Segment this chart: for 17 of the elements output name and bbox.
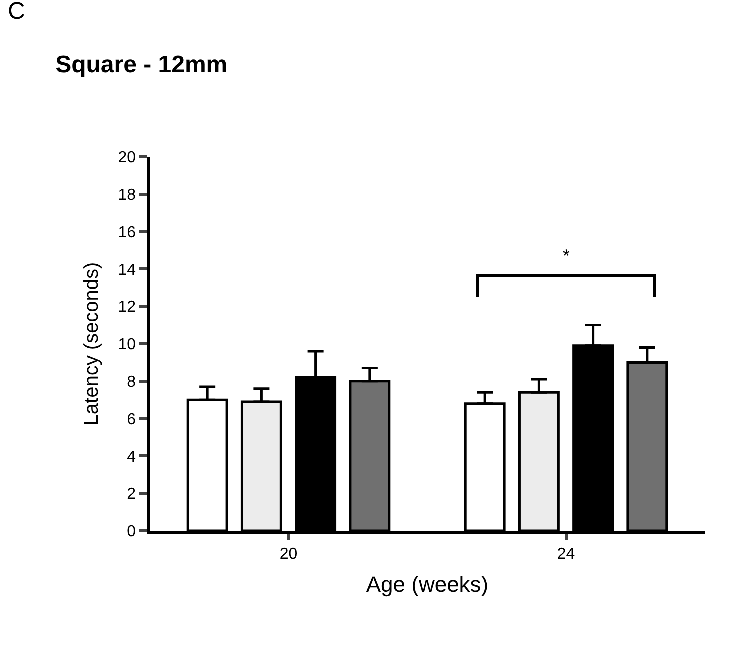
chart-title: Square - 12mm xyxy=(56,52,228,79)
y-tick-label: 16 xyxy=(118,224,136,242)
y-tick-label: 2 xyxy=(127,486,136,504)
y-tick-label: 20 xyxy=(118,150,136,167)
y-tick-label: 18 xyxy=(118,187,136,204)
y-tick-label: 0 xyxy=(127,524,136,541)
y-tick-label: 10 xyxy=(118,336,136,354)
text: C xyxy=(8,0,26,25)
y-axis-title: Latency (seconds) xyxy=(80,262,103,426)
x-tick-label: 24 xyxy=(557,546,576,563)
y-tick-label: 14 xyxy=(118,262,136,279)
annotation: * xyxy=(563,246,570,266)
y-tick-label: 8 xyxy=(127,374,136,391)
x-axis-title: Age (weeks) xyxy=(366,572,489,597)
y-tick-label: 12 xyxy=(118,299,136,316)
y-tick-label: 6 xyxy=(127,411,136,428)
y-tick-label: 4 xyxy=(127,448,136,466)
